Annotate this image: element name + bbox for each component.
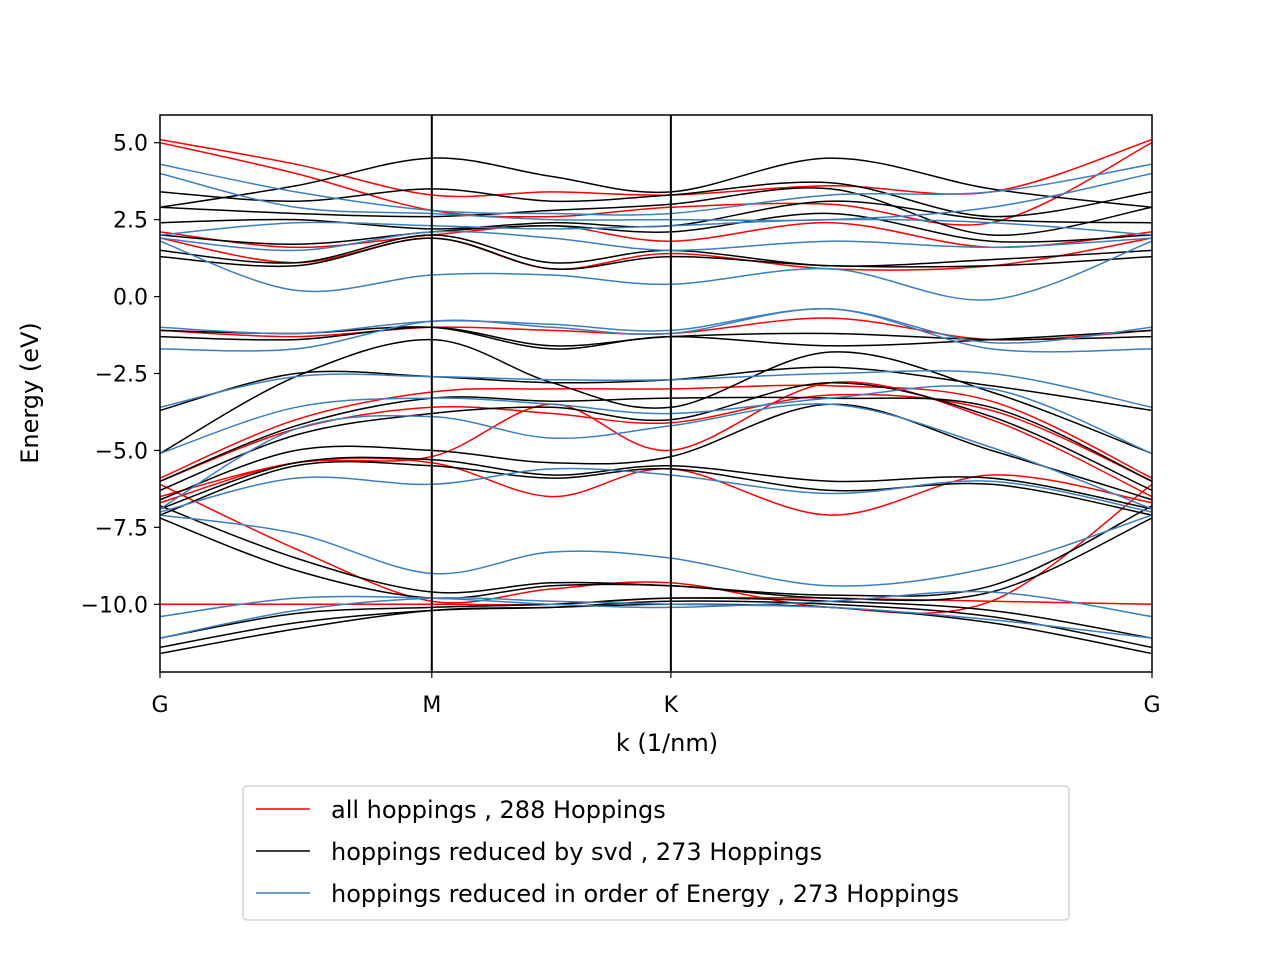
band-line-svd-4 (160, 212, 1152, 245)
high-symmetry-lines (430, 115, 672, 672)
band-line-svd-18 (160, 597, 1152, 639)
legend-label-energy-order: hoppings reduced in order of Energy , 27… (331, 880, 959, 908)
band-line-energy-order-0 (160, 163, 1152, 216)
band-line-svd-9 (160, 366, 1152, 412)
legend-box (242, 785, 1070, 921)
band-line-energy-order-5 (160, 308, 1152, 344)
band-line-svd-6 (160, 237, 1152, 271)
band-line-energy-order-7 (160, 370, 1152, 409)
x-tick-label-3: G (1143, 693, 1160, 718)
band-line-energy-order-1 (160, 172, 1152, 222)
band-line-svd-10 (160, 338, 1152, 455)
y-tick-label-2: 0.0 (113, 286, 148, 311)
legend: all hoppings , 288 Hoppings hoppings red… (242, 785, 1070, 921)
y-tick-label-5: −7.5 (95, 516, 148, 541)
band-line-energy-order-4 (160, 240, 1152, 301)
band-line-svd-2 (160, 187, 1152, 236)
y-axis-label: Energy (eV) (16, 322, 44, 464)
y-tick-label-1: 2.5 (113, 209, 148, 234)
band-line-svd-14 (160, 456, 1152, 510)
band-line-svd-20 (160, 603, 1152, 655)
x-tick-label-0: G (151, 693, 168, 718)
band-line-energy-order-9 (160, 403, 1152, 510)
legend-label-svd: hoppings reduced by svd , 273 Hoppings (331, 838, 822, 866)
plot-frame (159, 114, 1153, 673)
band-line-energy-order-8 (160, 385, 1152, 455)
band-line-svd-5 (160, 234, 1152, 267)
band-line-energy-order-11 (160, 514, 1152, 587)
band-line-energy-order-3 (160, 230, 1152, 252)
legend-label-all-hoppings: all hoppings , 288 Hoppings (331, 796, 666, 824)
band-line-energy-order-12 (160, 590, 1152, 618)
band-line-svd-11 (160, 396, 1152, 482)
band-line-svd-12 (160, 381, 1152, 492)
band-line-svd-8 (160, 326, 1152, 347)
band-line-energy-order-2 (160, 218, 1152, 236)
band-line-svd-0 (160, 157, 1152, 209)
band-line-all-hoppings-7 (160, 381, 1152, 498)
band-line-svd-16 (160, 505, 1152, 597)
band-line-svd-13 (160, 403, 1152, 501)
band-line-energy-order-6 (160, 308, 1152, 353)
band-line-energy-order-10 (160, 467, 1152, 513)
band-line-all-hoppings-5 (160, 384, 1152, 479)
x-axis-label: k (1/nm) (616, 729, 718, 757)
x-tick-label-1: M (422, 693, 441, 718)
y-tick-label-0: 5.0 (113, 132, 148, 157)
y-tick-label-3: −2.5 (95, 362, 148, 387)
series-layer (160, 138, 1152, 655)
band-line-svd-15 (160, 460, 1152, 516)
y-tick-label-6: −10.0 (81, 593, 148, 618)
band-line-svd-1 (160, 181, 1152, 218)
band-line-energy-order-13 (160, 596, 1152, 639)
x-tick-label-2: K (664, 693, 679, 718)
y-axis-ticks: 5.0 2.5 0.0 −2.5 −5.0 −7.5 −10.0 (81, 132, 160, 618)
y-tick-label-4: −5.0 (95, 439, 148, 464)
